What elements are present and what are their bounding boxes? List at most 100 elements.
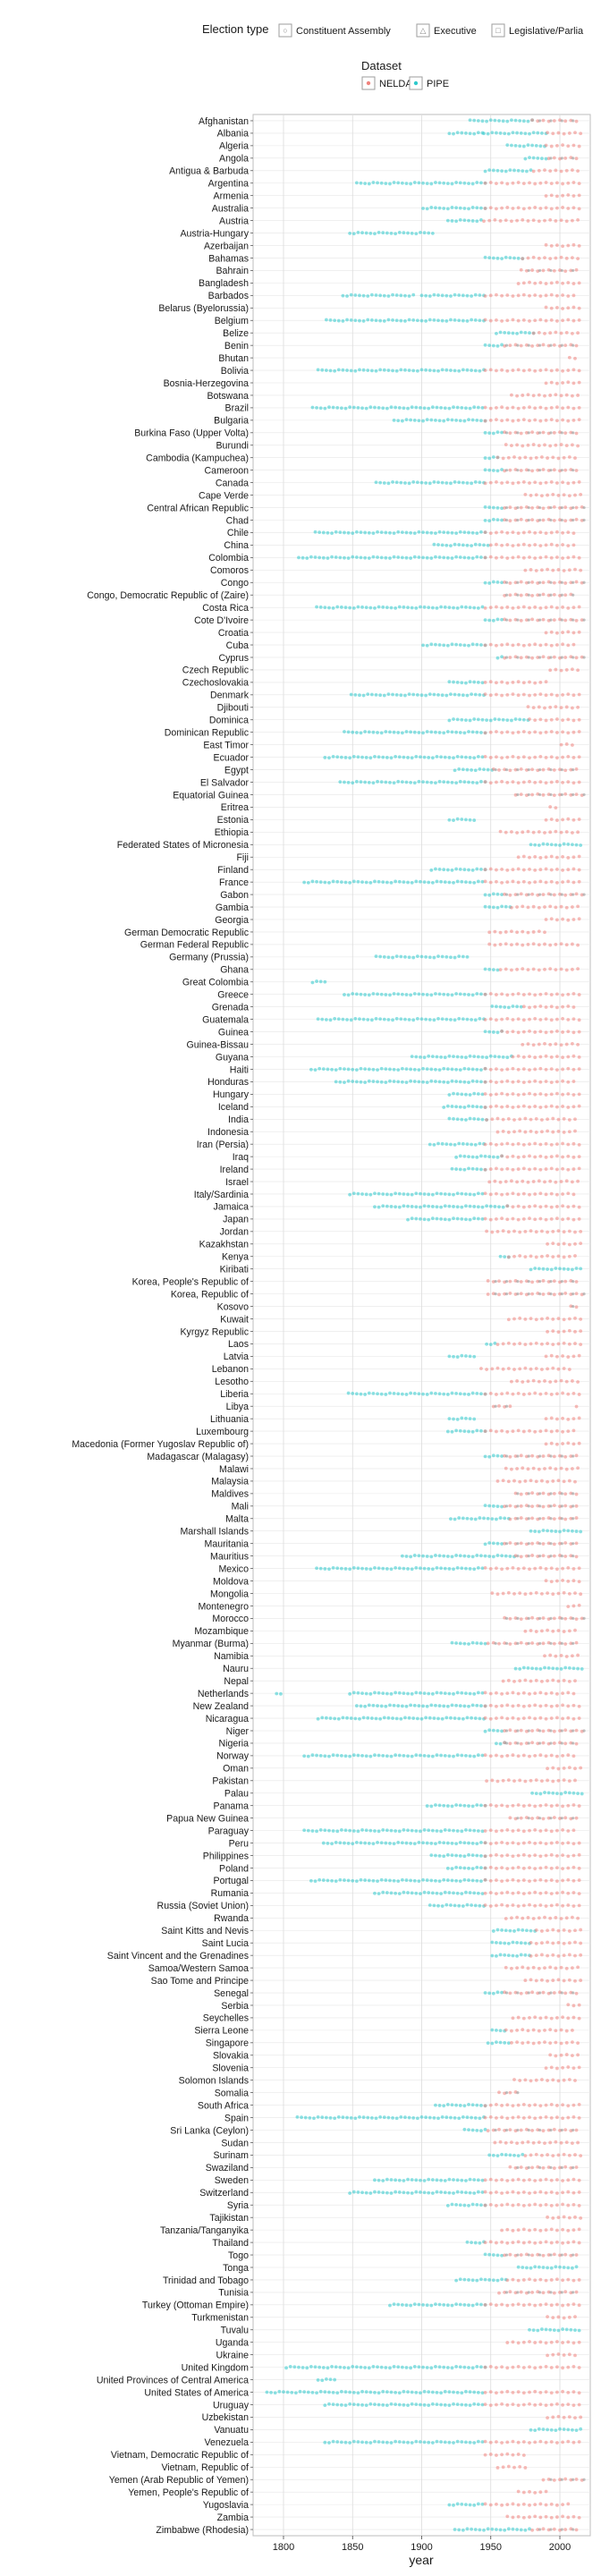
election-point xyxy=(425,780,429,784)
election-point xyxy=(519,580,523,584)
election-point xyxy=(455,1690,460,1695)
election-point xyxy=(385,756,389,759)
election-point xyxy=(506,131,511,136)
election-point xyxy=(354,1840,359,1844)
election-point xyxy=(470,780,475,784)
election-point xyxy=(526,119,530,123)
election-point xyxy=(495,2040,498,2045)
election-point xyxy=(491,1030,495,1034)
election-point xyxy=(516,893,520,896)
election-point xyxy=(549,1416,554,1420)
y-tick-label: Senegal xyxy=(214,1988,249,1999)
election-point xyxy=(475,867,479,871)
election-point xyxy=(546,131,550,135)
election-point xyxy=(437,867,442,871)
election-point xyxy=(460,1416,464,1420)
election-point xyxy=(389,1828,394,1833)
election-point xyxy=(371,1067,376,1072)
election-point xyxy=(494,1641,497,1645)
election-point xyxy=(556,1778,561,1783)
election-point xyxy=(450,182,454,186)
election-point xyxy=(425,1704,429,1708)
election-point xyxy=(487,581,492,585)
election-point xyxy=(321,1067,326,1072)
election-point xyxy=(419,1216,422,1221)
election-point xyxy=(551,1241,555,1246)
election-point xyxy=(561,1903,564,1908)
election-point xyxy=(488,318,493,323)
election-point xyxy=(495,1554,500,1557)
election-point xyxy=(546,1329,550,1334)
y-tick-label: Sudan xyxy=(221,2138,249,2148)
election-point xyxy=(491,1991,495,1996)
election-point xyxy=(513,893,518,897)
election-point xyxy=(385,406,389,411)
election-point xyxy=(404,730,409,733)
election-point xyxy=(571,2103,576,2107)
election-point xyxy=(473,692,478,697)
election-point xyxy=(521,182,526,185)
election-point xyxy=(544,531,548,536)
election-point xyxy=(544,282,548,285)
election-point xyxy=(397,230,402,234)
y-tick-label: Mongolia xyxy=(210,1589,249,1599)
election-point xyxy=(538,1565,543,1570)
election-point xyxy=(402,880,406,885)
election-point xyxy=(435,1216,439,1221)
election-point xyxy=(504,2140,508,2145)
election-point xyxy=(548,904,553,909)
election-point xyxy=(369,1716,374,1720)
election-point xyxy=(386,1018,391,1021)
election-point xyxy=(422,1566,427,1571)
election-point xyxy=(487,893,492,897)
election-point xyxy=(516,1054,521,1058)
election-point xyxy=(371,1703,376,1707)
election-point xyxy=(521,292,526,297)
election-point xyxy=(513,518,518,522)
election-point xyxy=(516,2015,521,2020)
election-point xyxy=(531,706,536,710)
election-point xyxy=(409,1878,413,1883)
election-point xyxy=(434,418,437,422)
election-point xyxy=(349,369,353,373)
election-point xyxy=(558,1530,562,1534)
election-point xyxy=(470,1018,474,1021)
election-point xyxy=(537,943,541,947)
y-tick-label: Sweden xyxy=(215,2175,249,2186)
y-tick-label: Guinea xyxy=(218,1027,249,1038)
election-point xyxy=(475,1878,479,1883)
election-point xyxy=(560,268,563,273)
election-point xyxy=(516,1017,521,1021)
election-point xyxy=(432,542,436,547)
y-tick-label: Lebanon xyxy=(212,1364,249,1375)
election-point xyxy=(521,2016,526,2021)
election-point xyxy=(376,1392,379,1396)
election-point xyxy=(406,1204,410,1208)
election-point xyxy=(508,1728,512,1733)
election-point xyxy=(388,1079,392,1083)
election-point xyxy=(573,1230,577,1234)
election-point xyxy=(530,143,535,148)
election-point xyxy=(419,1205,422,1209)
election-point xyxy=(538,593,542,597)
election-point xyxy=(409,530,413,535)
election-point xyxy=(310,980,315,985)
election-point xyxy=(464,1566,468,1571)
election-point xyxy=(516,1853,521,1858)
election-point xyxy=(571,242,576,247)
election-point xyxy=(435,2190,439,2194)
election-point xyxy=(516,1828,521,1833)
election-point xyxy=(501,1591,505,1596)
election-point xyxy=(560,1555,563,1558)
y-tick-label: Libya xyxy=(226,1402,249,1412)
election-point xyxy=(549,1166,554,1171)
y-tick-label: Czech Republic xyxy=(182,665,250,676)
election-point xyxy=(516,318,521,323)
election-point xyxy=(445,207,450,211)
election-point xyxy=(483,405,487,410)
y-tick-label: Iceland xyxy=(218,1102,249,1113)
election-point xyxy=(495,1479,500,1483)
election-point xyxy=(551,1255,555,1259)
election-point xyxy=(510,118,513,123)
election-point xyxy=(530,430,535,435)
